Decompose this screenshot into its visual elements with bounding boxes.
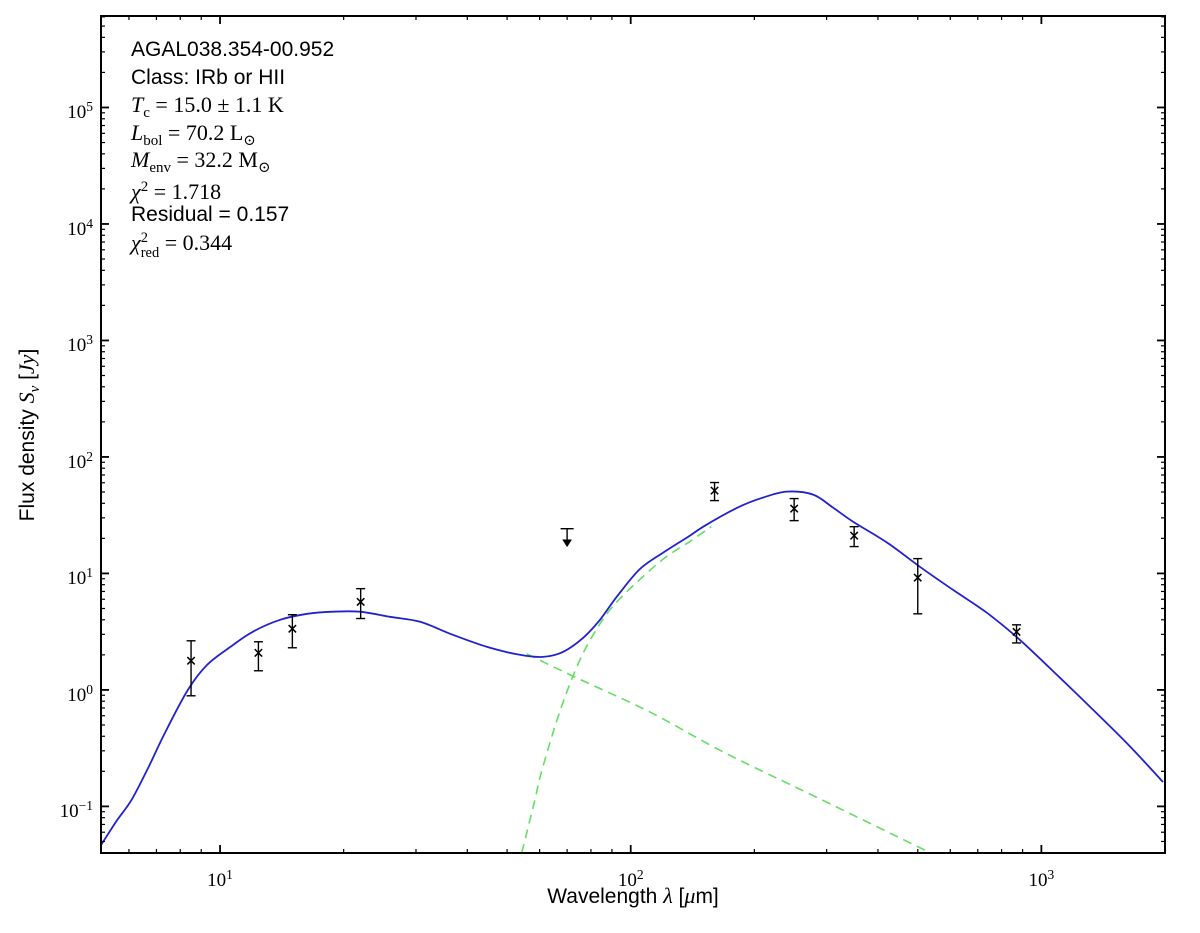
y-tick-label: 101	[67, 565, 93, 590]
plot-frame	[100, 15, 1166, 854]
hot-component-curve	[526, 653, 931, 854]
x-tick-label: 102	[617, 867, 644, 891]
y-tick-label: 105	[67, 99, 93, 124]
x-marker	[288, 624, 297, 633]
data-point	[560, 528, 574, 548]
x-axis-label: Wavelength λ [μm]	[547, 883, 719, 908]
data-point	[1012, 624, 1022, 644]
cold-component-curve	[521, 526, 712, 853]
total-model-curve	[100, 490, 1164, 846]
x-marker	[1012, 627, 1021, 637]
dust-temperature: Tc = 15.0 ± 1.1 K	[131, 92, 284, 121]
y-tick-label: 10−1	[59, 798, 93, 823]
data-point	[356, 587, 366, 620]
down-arrow-icon	[562, 539, 573, 548]
axes-frame	[100, 15, 1166, 854]
model-curves	[100, 490, 1164, 854]
x-marker	[789, 504, 799, 513]
data-point	[710, 481, 720, 502]
residual: Residual = 0.157	[131, 203, 290, 226]
data-point	[913, 557, 923, 615]
bolometric-luminosity: Lbol = 70.2 L⊙	[131, 119, 256, 149]
chi-squared: χ2 = 1.718	[131, 178, 222, 204]
x-tick-label: 103	[1028, 867, 1055, 891]
x-tick-label: 101	[207, 867, 233, 891]
data-point	[287, 614, 297, 649]
x-marker	[849, 531, 859, 540]
x-marker	[254, 648, 263, 658]
source-class: Class: IRb or HII	[131, 65, 286, 89]
source-name: AGAL038.354-00.952	[131, 38, 335, 61]
chi-squared-reduced: χ 2 red = 0.344	[131, 229, 233, 261]
data-point	[186, 640, 196, 697]
x-marker	[710, 486, 719, 495]
envelope-mass: Menv = 32.2 M⊙	[131, 147, 271, 176]
x-marker	[913, 573, 922, 582]
data-points	[186, 481, 1022, 697]
fit-annotation: AGAL038.354-00.952 Class: IRb or HII Tc = …	[131, 36, 335, 261]
y-tick-label: 103	[67, 332, 93, 357]
y-tick-label: 102	[67, 448, 93, 473]
data-point	[849, 525, 859, 548]
x-marker	[356, 597, 365, 607]
y-tick-label: 100	[67, 681, 93, 706]
y-tick-label: 104	[67, 215, 93, 240]
x-marker	[186, 656, 196, 665]
data-point	[789, 497, 799, 522]
data-point	[253, 641, 263, 672]
y-axis-label: Flux density Sν [Jy]	[14, 348, 43, 522]
